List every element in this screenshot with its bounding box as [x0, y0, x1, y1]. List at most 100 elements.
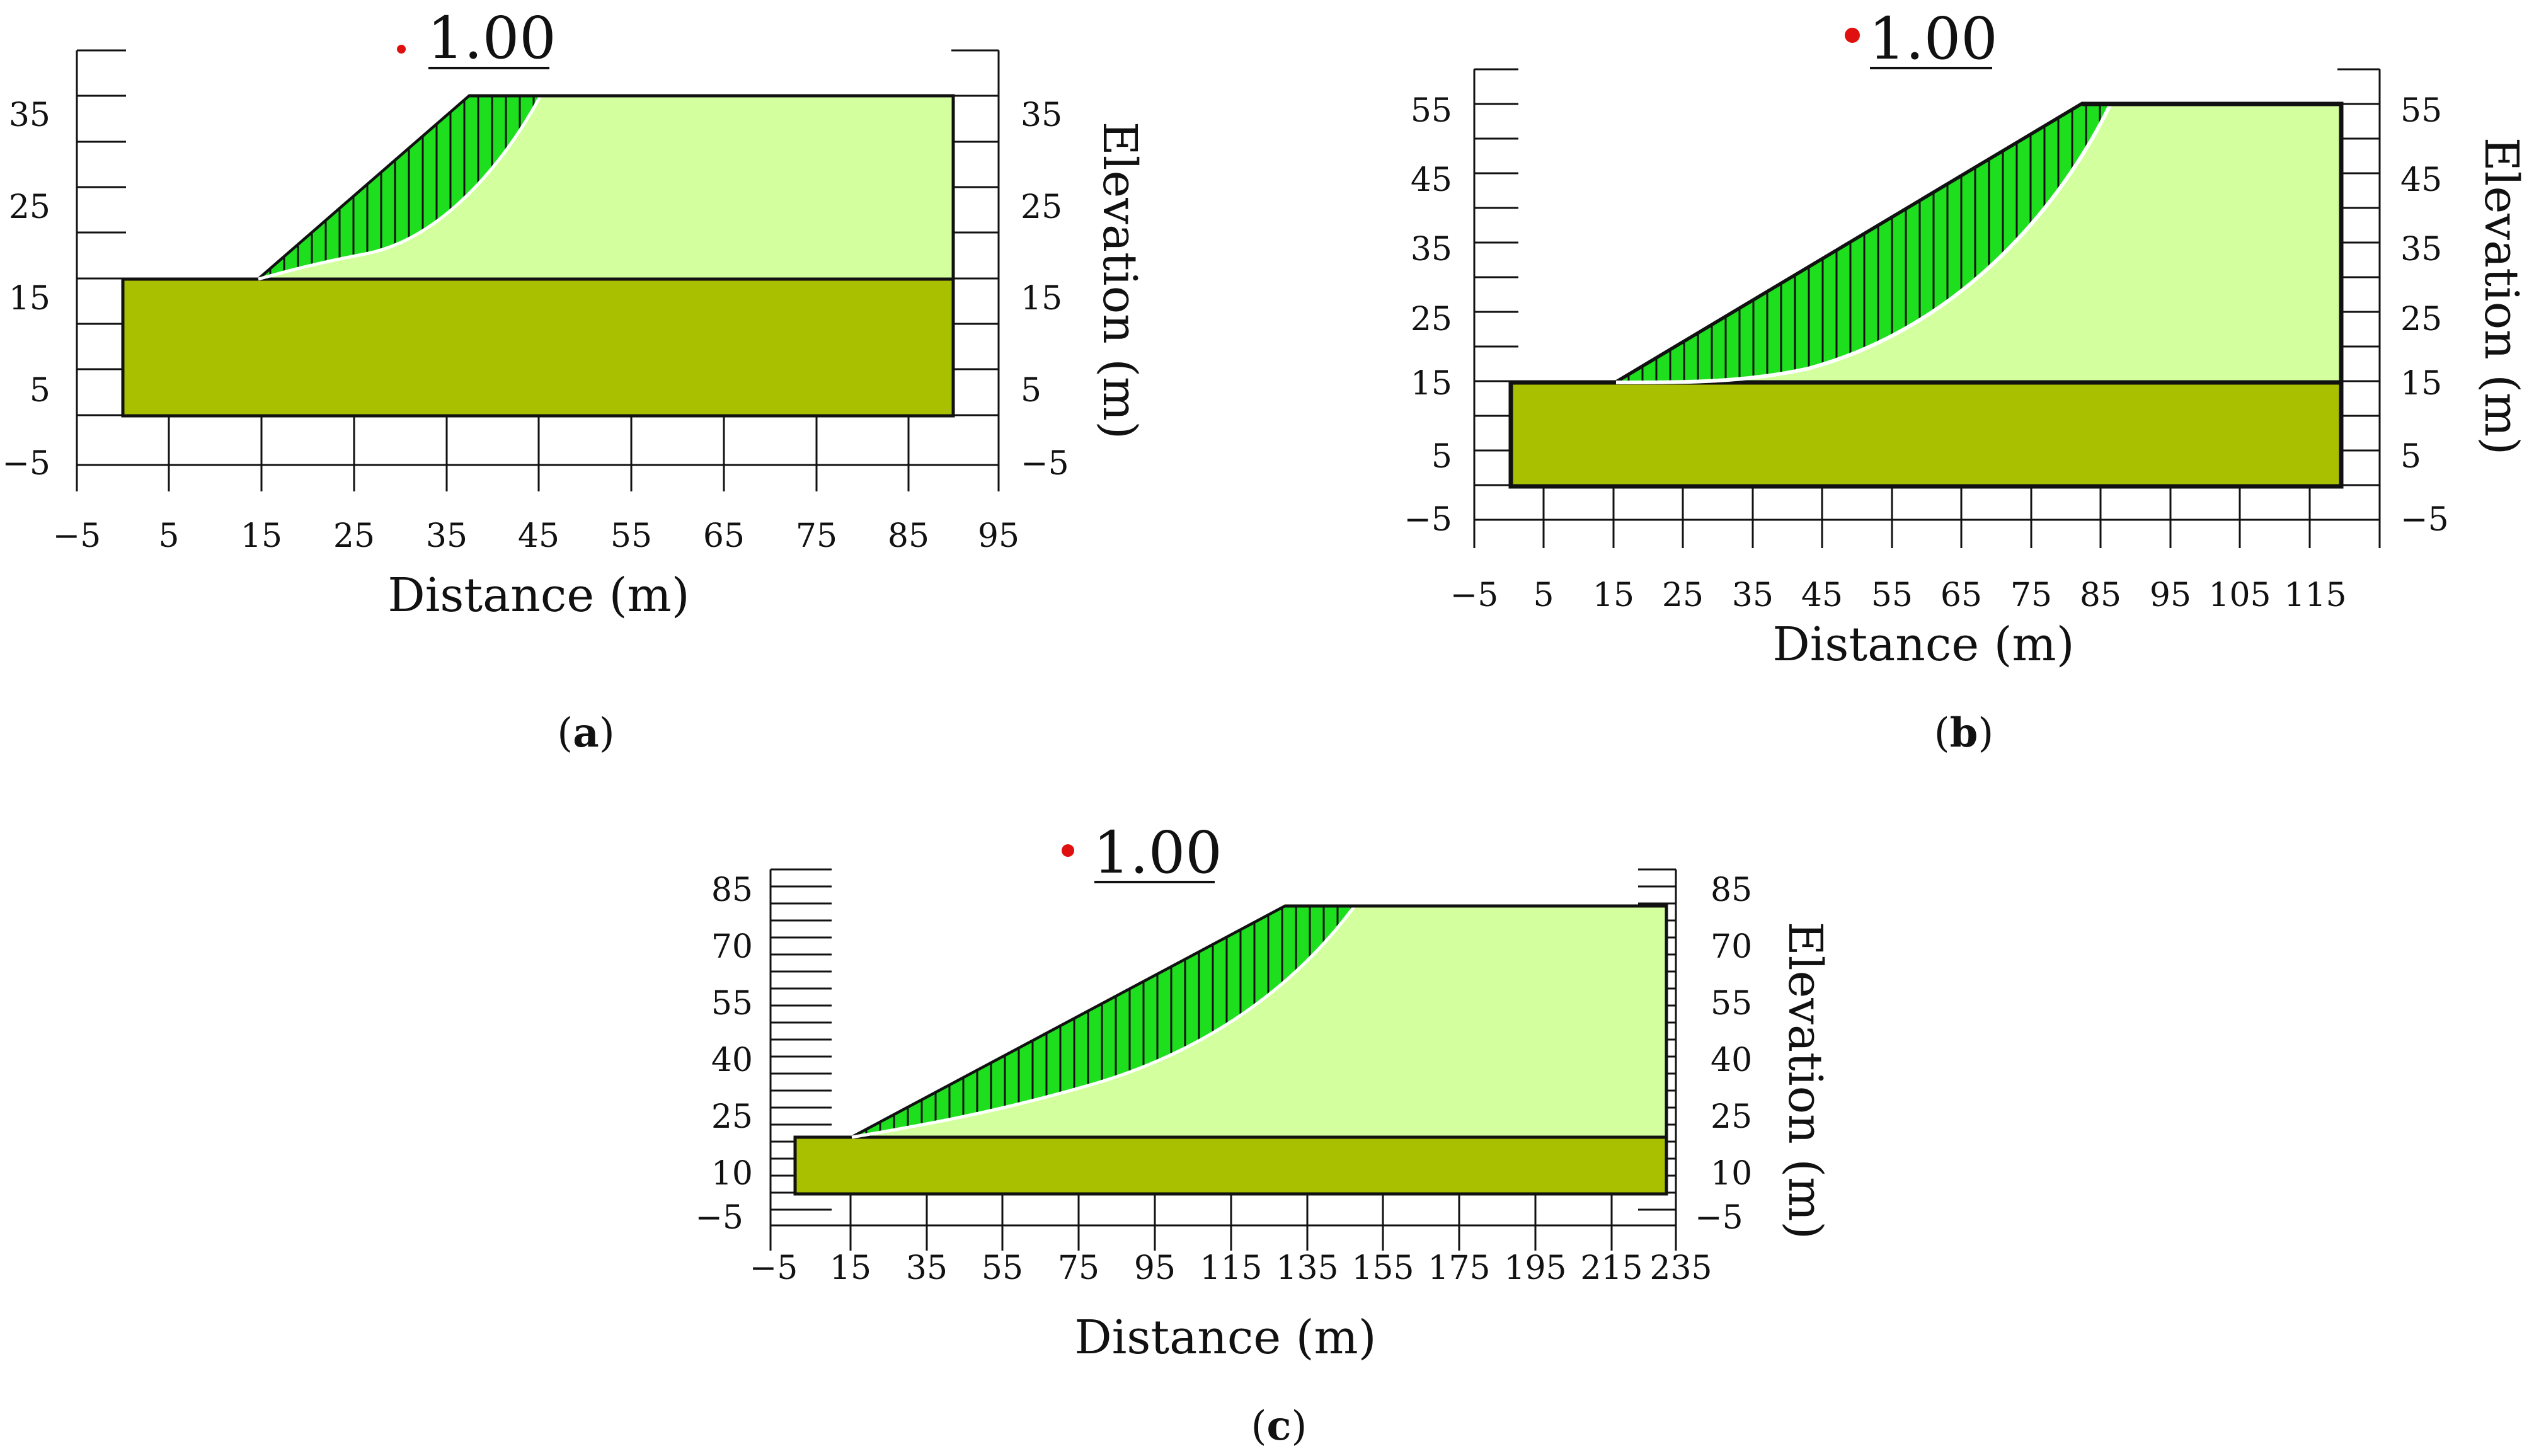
tick-label: 35 [1021, 96, 1062, 134]
panel-c-x-tick-labels: −5 15 35 55 75 95 115 135 155 175 195 21… [750, 1249, 1712, 1287]
tick-label: 15 [1593, 576, 1634, 614]
panel-c-bedrock-layer [793, 1135, 1668, 1196]
tick-label: 75 [796, 517, 837, 555]
tick-label: 155 [1351, 1249, 1414, 1287]
tick-label: 115 [1200, 1249, 1262, 1287]
panel-a: −5 5 15 25 35 −5 5 15 25 35 −5 5 15 25 3… [2, 4, 1147, 757]
tick-label: −5 [2, 445, 50, 483]
panel-b: −5 5 15 25 35 45 55 −5 5 15 25 35 45 55 … [1404, 5, 2528, 757]
tick-label: 95 [978, 517, 1019, 555]
panel-c-caption: (c) [1251, 1402, 1307, 1450]
tick-label: 15 [830, 1249, 871, 1287]
tick-label: 85 [1711, 871, 1752, 909]
panel-b-left-y-tick-labels: −5 5 15 25 35 45 55 [1404, 92, 1452, 539]
tick-label: 35 [2400, 231, 2442, 268]
tick-label: 5 [30, 372, 50, 410]
tick-label: 85 [711, 871, 753, 909]
tick-label: 15 [2400, 365, 2442, 403]
panel-a-slip-center-dot [397, 45, 406, 54]
tick-label: 55 [2400, 92, 2442, 130]
tick-label: 5 [1533, 576, 1554, 614]
tick-label: 55 [1411, 92, 1452, 130]
panel-a-right-tick-marks [951, 49, 999, 466]
panel-c-factor-of-safety: 1.00 [1093, 819, 1222, 886]
tick-label: 70 [711, 928, 753, 966]
tick-label: 25 [1411, 301, 1452, 338]
tick-label: 25 [333, 517, 375, 555]
panel-c-slip-center-dot [1062, 844, 1074, 857]
tick-label: 10 [1711, 1155, 1752, 1193]
panel-a-factor-of-safety: 1.00 [427, 4, 556, 72]
panel-b-bedrock-layer [1508, 380, 2344, 489]
tick-label: 135 [1276, 1249, 1338, 1287]
tick-label: 55 [1711, 985, 1752, 1023]
tick-label: 5 [2400, 438, 2421, 476]
tick-label: 235 [1649, 1249, 1712, 1287]
panel-b-y-axis-title: Elevation (m) [2474, 137, 2528, 455]
tick-label: 5 [158, 517, 179, 555]
tick-label: 25 [1662, 576, 1704, 614]
tick-label: 15 [241, 517, 282, 555]
tick-label: 65 [1941, 576, 1982, 614]
tick-label: −5 [1021, 445, 1069, 483]
tick-label: 65 [703, 517, 745, 555]
panel-a-x-tick-labels: −5 5 15 25 35 45 55 65 75 85 95 [53, 517, 1019, 555]
tick-label: 75 [2010, 576, 2052, 614]
tick-label: 175 [1428, 1249, 1490, 1287]
tick-label: 75 [1058, 1249, 1099, 1287]
panel-b-slip-surface [1615, 103, 2113, 384]
tick-label: 95 [1134, 1249, 1176, 1287]
panel-b-slip-center-dot [1845, 28, 1860, 43]
tick-label: 35 [9, 96, 50, 134]
panel-c-y-axis-title: Elevation (m) [1778, 922, 1832, 1239]
tick-label: 115 [2284, 576, 2346, 614]
panel-c: −5 10 25 40 55 70 85 −5 10 25 40 55 70 8… [695, 819, 1832, 1450]
panel-a-y-axis-title: Elevation (m) [1092, 122, 1147, 439]
panel-a-left-y-tick-labels: −5 5 15 25 35 [2, 96, 50, 483]
panel-c-bottom-tick-marks [769, 1194, 1677, 1251]
tick-label: 45 [1411, 161, 1452, 199]
tick-label: 55 [711, 985, 753, 1023]
tick-label: 195 [1504, 1249, 1566, 1287]
tick-label: −5 [1450, 576, 1499, 614]
tick-label: 15 [1021, 280, 1062, 318]
panel-b-factor-of-safety: 1.00 [1869, 5, 1998, 72]
tick-label: 55 [611, 517, 652, 555]
tick-label: 85 [888, 517, 929, 555]
tick-label: 215 [1580, 1249, 1643, 1287]
tick-label: 25 [1021, 188, 1062, 226]
tick-label: −5 [1404, 501, 1452, 539]
tick-label: 35 [1411, 231, 1452, 268]
tick-label: −5 [695, 1199, 743, 1237]
panel-c-right-y-tick-labels: −5 10 25 40 55 70 85 [1695, 871, 1752, 1237]
tick-label: 5 [1431, 438, 1452, 476]
tick-label: 70 [1711, 928, 1752, 966]
tick-label: 45 [2400, 161, 2442, 199]
panel-c-left-y-tick-labels: −5 10 25 40 55 70 85 [695, 871, 753, 1237]
panel-b-right-tick-marks [2337, 68, 2380, 521]
tick-label: 40 [1711, 1041, 1752, 1079]
tick-label: 40 [711, 1041, 753, 1079]
tick-label: 45 [518, 517, 559, 555]
panel-c-x-axis-title: Distance (m) [1074, 1310, 1376, 1365]
tick-label: 55 [982, 1249, 1023, 1287]
panel-c-slip-surface [851, 905, 1356, 1139]
panel-a-bedrock-layer [121, 277, 955, 418]
tick-label: 35 [906, 1249, 948, 1287]
tick-label: −5 [53, 517, 101, 555]
tick-label: 95 [2150, 576, 2191, 614]
tick-label: −5 [2400, 501, 2449, 539]
tick-label: −5 [750, 1249, 798, 1287]
panel-c-left-tick-marks [771, 868, 832, 1227]
tick-label: 35 [1732, 576, 1774, 614]
panel-b-caption: (b) [1934, 709, 1994, 757]
panel-b-bottom-tick-marks [1473, 486, 2381, 548]
panel-b-right-y-tick-labels: −5 5 15 25 35 45 55 [2400, 92, 2449, 539]
tick-label: 85 [2080, 576, 2121, 614]
tick-label: 55 [1871, 576, 1913, 614]
panel-a-right-y-tick-labels: −5 5 15 25 35 [1021, 96, 1069, 483]
panel-b-x-axis-title: Distance (m) [1772, 617, 2074, 672]
tick-label: 45 [1801, 576, 1843, 614]
tick-label: 10 [711, 1155, 753, 1193]
